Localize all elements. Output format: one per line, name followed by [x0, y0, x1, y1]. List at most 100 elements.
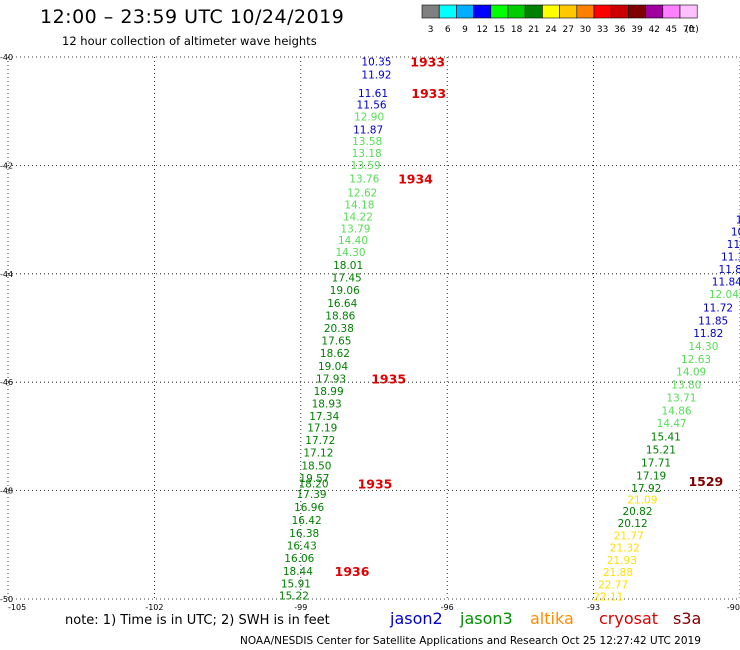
wave-height-point: 17.34	[309, 411, 339, 423]
wave-height-point: 21.93	[607, 555, 637, 567]
wave-height-point: 15.21	[646, 444, 676, 456]
wave-height-point: 14.40	[338, 235, 368, 247]
wave-height-point: 17.72	[305, 435, 335, 447]
wave-height-point: 11.3	[721, 251, 740, 263]
wave-height-point: 12.62	[347, 188, 377, 200]
colorbar-label: 18	[511, 25, 523, 35]
wave-height-point: 14	[736, 215, 740, 227]
colorbar-label: 3	[428, 25, 434, 35]
satellite-legend-altika: altika	[530, 609, 574, 628]
wave-height-point: 13.76	[349, 173, 379, 185]
wave-height-point: 16.42	[292, 515, 322, 527]
wave-height-point: 16.38	[289, 528, 319, 540]
colorbar-label: 30	[580, 25, 592, 35]
colorbar-label: 33	[597, 25, 608, 35]
chart-title: 12:00 – 23:59 UTC 10/24/2019	[40, 6, 345, 28]
wave-height-point: 17.19	[307, 423, 337, 435]
wave-height-point: 12.90	[354, 112, 384, 124]
colorbar-label: 15	[494, 25, 505, 35]
wave-height-point: 20.38	[324, 323, 354, 335]
satellite-legend-s3a: s3a	[673, 609, 702, 628]
colorbar-label: 27	[562, 25, 573, 35]
wave-height-point: 18.20	[298, 479, 328, 491]
pass-time-label: 1936	[335, 564, 370, 579]
wave-height-point: 22.11	[593, 591, 623, 603]
colorbar-label: 42	[648, 25, 659, 35]
wave-height-point: 13.18	[352, 148, 382, 160]
colorbar-units: (ft)	[685, 25, 699, 35]
y-tick-label: -44	[0, 270, 13, 279]
wave-height-point: 14.86	[662, 405, 692, 417]
y-tick-label: -46	[0, 378, 13, 387]
credit-line: NOAA/NESDIS Center for Satellite Applica…	[240, 635, 701, 647]
wave-height-point: 19.06	[330, 285, 360, 297]
wave-height-point: 20.12	[618, 518, 648, 530]
colorbar-label: 70	[683, 25, 695, 35]
wave-height-point: 11.87	[353, 125, 383, 137]
wave-height-point: 10	[731, 227, 740, 239]
wave-height-point: 15.22	[279, 591, 309, 603]
wave-height-point: 13.71	[666, 392, 696, 404]
wave-height-point: 18.01	[333, 260, 363, 272]
pass-time-label: 1934	[398, 171, 433, 186]
x-tick-label: -99	[294, 603, 307, 612]
wave-height-point: 18.99	[314, 386, 344, 398]
colorbar-label: 12	[476, 25, 487, 35]
colorbar-label: 21	[528, 25, 539, 35]
satellite-legend-jason3: jason3	[460, 609, 513, 628]
wave-height-point: 19.04	[318, 361, 348, 373]
wave-height-point: 17.71	[641, 457, 671, 469]
wave-height-point: 11.84	[712, 276, 740, 288]
wave-height-point: 18.62	[320, 348, 350, 360]
wave-height-point: 16.96	[294, 502, 324, 514]
x-tick-label: -96	[441, 603, 454, 612]
wave-height-point: 17.45	[332, 273, 362, 285]
wave-height-point: 18.86	[325, 311, 355, 323]
colorbar-label: 6	[445, 25, 451, 35]
y-tick-label: -42	[0, 161, 13, 170]
y-tick-label: -50	[0, 595, 13, 604]
wave-height-point: 22.77	[598, 579, 628, 591]
colorbar-label: 24	[545, 25, 557, 35]
wave-height-point: 13.79	[340, 223, 370, 235]
wave-height-point: 21.77	[614, 531, 644, 543]
pass-time-label: 1529	[688, 474, 723, 489]
wave-height-point: 17.12	[303, 448, 333, 460]
wave-height-point: 20.82	[622, 506, 652, 518]
wave-height-point: 14.30	[688, 341, 718, 353]
colorbar-label: 45	[666, 25, 677, 35]
pass-time-label: 1935	[358, 477, 393, 492]
pass-time-label: 1935	[371, 371, 406, 386]
chart-subtitle: 12 hour collection of altimeter wave hei…	[62, 34, 317, 48]
wave-height-point: 11.56	[357, 100, 387, 112]
wave-height-point: 15.91	[281, 578, 311, 590]
wave-height-point: 13.58	[352, 136, 382, 148]
satellite-legend-jason2: jason2	[390, 609, 443, 628]
colorbar-label: 9	[462, 25, 468, 35]
footer-note: note: 1) Time is in UTC; 2) SWH is in fe…	[65, 613, 330, 628]
color-legend: 3 6 9 12 15 18 21 24 27 30 33 36 39 42 45 70(ft)	[421, 4, 699, 35]
y-tick-label: -48	[0, 487, 13, 496]
wave-height-point: 16.06	[284, 553, 314, 565]
wave-height-point: 21.32	[610, 543, 640, 555]
x-tick-label: -105	[8, 603, 26, 612]
wave-height-point: 14.18	[344, 199, 374, 211]
wave-height-point: 16.64	[327, 298, 357, 310]
x-tick-label: -102	[145, 603, 163, 612]
wave-height-point: 12.63	[681, 354, 711, 366]
y-tick-label: -40	[0, 53, 13, 62]
wave-height-point: 17.92	[631, 483, 661, 495]
wave-height-point: 14.30	[336, 247, 366, 259]
colorbar-swatch	[679, 4, 698, 19]
pass-time-label: 1933	[410, 54, 445, 69]
wave-height-point: 18.44	[283, 566, 313, 578]
wave-height-point: 11.8	[719, 264, 740, 276]
wave-height-point: 14.09	[676, 366, 706, 378]
x-tick-label: -90	[727, 603, 740, 612]
wave-height-point: 14.22	[343, 211, 373, 223]
wave-height-point: 17.65	[321, 335, 351, 347]
wave-height-point: 10.35	[361, 56, 391, 68]
colorbar-label: 39	[631, 25, 643, 35]
wave-height-point: 17.19	[636, 470, 666, 482]
